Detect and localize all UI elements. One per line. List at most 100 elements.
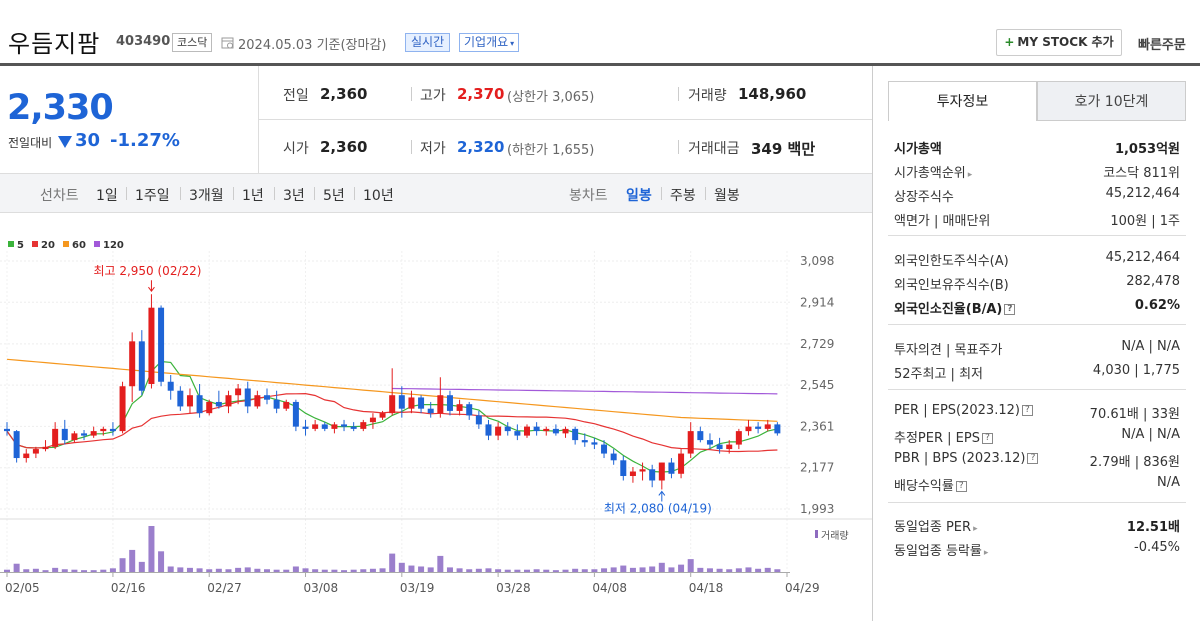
tab-investment-info[interactable]: 투자정보 — [888, 81, 1037, 121]
volume-bar — [42, 570, 49, 572]
info-row: PER | EPS(2023.12)? 70.61배 | 33원 — [894, 403, 1180, 423]
section-divider — [888, 324, 1186, 325]
candle-monthly[interactable]: 월봉 — [714, 188, 740, 204]
volume-bar — [504, 569, 511, 572]
period-1w[interactable]: 1주일 — [135, 188, 170, 204]
volume-bar — [138, 561, 145, 572]
help-icon[interactable]: ? — [1027, 453, 1039, 464]
volume-value: 148,960 — [738, 85, 807, 103]
summary-divider — [258, 66, 259, 174]
info-value: 12.51배 — [1126, 520, 1180, 535]
high-value: 2,370 — [457, 85, 505, 103]
candle-daily[interactable]: 일봉 — [626, 188, 652, 204]
help-icon[interactable]: ? — [955, 481, 967, 492]
info-value: N/A | N/A — [1121, 427, 1180, 442]
volume-bar — [552, 570, 559, 572]
header-divider — [0, 63, 1200, 66]
info-row: 동일업종 PER ▸ 12.51배 — [894, 516, 1180, 536]
candle-body — [196, 395, 203, 414]
y-tick-label: 2,177 — [800, 461, 834, 475]
candle-body — [273, 399, 280, 409]
candle-weekly[interactable]: 주봉 — [670, 188, 696, 204]
quick-order-button[interactable]: 빠른주문 — [1138, 38, 1186, 53]
info-key[interactable]: 시가총액순위 ▸ — [894, 162, 972, 181]
candle-body — [235, 388, 242, 396]
volume-bar — [302, 568, 309, 572]
x-tick-label: 03/28 — [496, 581, 531, 595]
period-5y[interactable]: 5년 — [323, 188, 345, 204]
open-label: 시가 — [283, 141, 309, 157]
candle-body — [639, 469, 646, 472]
change-rate: -1.27% — [110, 130, 180, 151]
candle-body — [446, 395, 453, 411]
volume-label: 거래량 — [688, 88, 727, 104]
info-value: 100원 | 1주 — [1110, 214, 1180, 229]
info-key: 외국인한도주식수(A) — [894, 254, 1009, 269]
legend-swatch — [32, 241, 38, 247]
company-overview-label: 기업개요 — [464, 35, 509, 49]
down-triangle-icon — [58, 136, 72, 148]
help-icon[interactable]: ? — [1021, 405, 1033, 416]
candle-chart-label: 봉차트 — [569, 188, 608, 204]
candle-body — [466, 404, 473, 416]
candle-body — [360, 422, 367, 429]
volume-bar — [437, 555, 444, 572]
legend-label: 5 — [17, 240, 24, 251]
candle-body — [562, 428, 569, 434]
volume-bar — [456, 568, 463, 572]
x-tick-label: 04/08 — [592, 581, 627, 595]
realtime-button[interactable]: 실시간 — [405, 33, 451, 52]
candle-body — [745, 426, 752, 432]
open-value: 2,360 — [320, 138, 368, 156]
candle-body — [456, 404, 463, 411]
volume-bar — [678, 564, 685, 572]
candle-body — [668, 462, 675, 474]
low-label: 저가 — [420, 141, 446, 157]
low-value: 2,320 — [457, 138, 505, 156]
volume-bar — [369, 568, 376, 572]
price-summary: 2,330 전일대비 30 -1.27% 전일 2,360 고가 2,370 (… — [0, 66, 872, 174]
tab-order-book[interactable]: 호가 10단계 — [1037, 81, 1186, 121]
period-1d[interactable]: 1일 — [96, 188, 118, 204]
separator — [233, 187, 234, 200]
company-overview-button[interactable]: 기업개요 ▾ — [459, 33, 520, 52]
candle-body — [427, 408, 434, 414]
info-key[interactable]: 동일업종 등락률 ▸ — [894, 540, 988, 559]
volume-bar — [658, 562, 665, 572]
help-icon[interactable]: ? — [981, 433, 993, 444]
line-chart-label: 선차트 — [40, 188, 79, 204]
separator — [678, 140, 679, 154]
volume-bar — [244, 567, 251, 572]
candle-body — [610, 453, 617, 461]
candle-body — [716, 444, 723, 450]
volume-bar — [572, 568, 579, 572]
info-key[interactable]: 동일업종 PER ▸ — [894, 516, 978, 535]
x-tick-label: 03/19 — [400, 581, 435, 595]
candle-body — [408, 397, 415, 409]
candle-body — [735, 431, 742, 445]
candle-body — [32, 449, 39, 454]
candle-body — [706, 440, 713, 445]
period-10y[interactable]: 10년 — [363, 188, 394, 204]
info-key-text: PBR | BPS (2023.12) — [894, 451, 1026, 466]
period-3y[interactable]: 3년 — [283, 188, 305, 204]
candle-body — [581, 440, 588, 443]
period-1y[interactable]: 1년 — [242, 188, 264, 204]
volume-bar — [312, 569, 319, 572]
period-3m[interactable]: 3개월 — [189, 188, 224, 204]
volume-bar — [158, 551, 165, 572]
volume-bar — [13, 563, 20, 572]
volume-bar — [485, 568, 492, 572]
separator — [274, 187, 275, 200]
candle-body — [129, 341, 136, 387]
info-value: -0.45% — [1134, 540, 1180, 555]
period-bar: 선차트 1일 1주일 3개월 1년 3년 5년 10년 봉차트 일봉 주봉 월봉 — [0, 174, 872, 213]
y-tick-label: 2,729 — [800, 337, 834, 351]
add-my-stock-button[interactable]: + MY STOCK 추가 — [996, 29, 1122, 56]
volume-bar — [379, 568, 386, 572]
low-arrow-icon — [658, 490, 666, 502]
separator — [314, 187, 315, 200]
candle-body — [13, 431, 20, 459]
help-icon[interactable]: ? — [1004, 304, 1016, 315]
info-row: 시가총액 1,053억원 — [894, 138, 1180, 158]
